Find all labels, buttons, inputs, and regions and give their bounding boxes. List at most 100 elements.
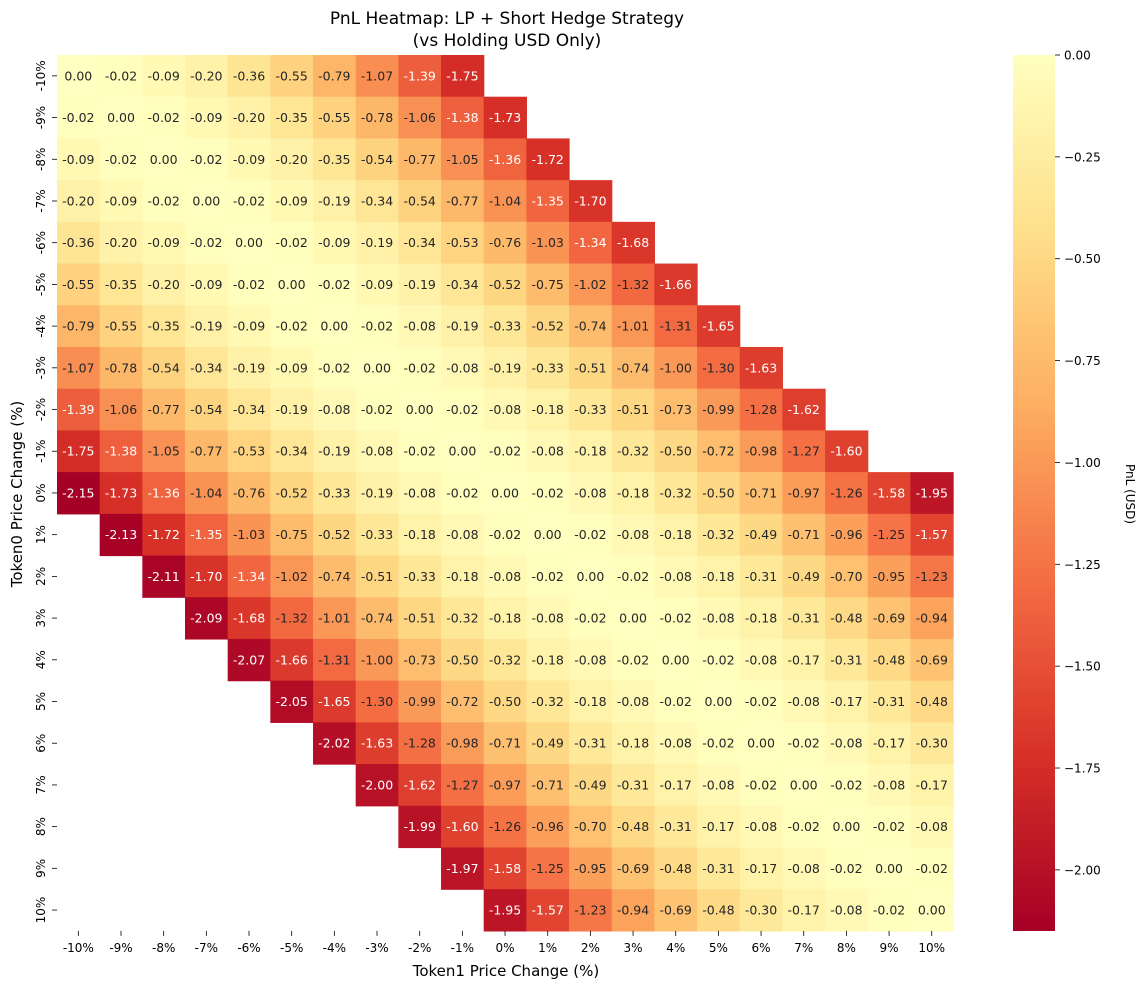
heatmap-cell-label: -0.08 — [574, 485, 606, 500]
colorbar-ticks: 0.00 −0.25 −0.50 −0.75 −1.00 −1.25 −1.50 −1.75 −… — [1055, 49, 1101, 877]
heatmap-cell — [569, 513, 613, 557]
heatmap-cell-label: -0.53 — [233, 444, 265, 459]
heatmap-cell-label: -0.73 — [404, 652, 436, 667]
heatmap-cell-label: -0.09 — [148, 68, 180, 83]
heatmap-cell — [270, 305, 314, 348]
heatmap-cell-label: -0.33 — [361, 527, 393, 542]
heatmap-cell — [227, 305, 271, 348]
heatmap-cell-label: -0.33 — [404, 569, 436, 584]
heatmap-cell — [398, 513, 442, 557]
heatmap-cell — [782, 889, 826, 932]
x-tick-label: -4% — [323, 941, 346, 955]
heatmap-cell-label: -0.18 — [574, 694, 606, 709]
heatmap-cell — [697, 889, 741, 932]
heatmap-cell — [57, 305, 101, 348]
heatmap-cell — [782, 472, 826, 515]
heatmap-cell — [825, 889, 869, 932]
heatmap-cell — [441, 472, 485, 515]
heatmap-cell-label: -0.69 — [617, 861, 649, 876]
x-tick-label: -8% — [152, 941, 175, 955]
heatmap-cell — [483, 722, 527, 765]
heatmap-cell — [697, 597, 741, 640]
heatmap-cell — [526, 889, 570, 932]
heatmap-cell-label: -0.17 — [745, 861, 777, 876]
heatmap-cell — [57, 472, 101, 515]
heatmap-cell-label: -0.74 — [617, 360, 649, 375]
heatmap-cell — [697, 430, 741, 473]
heatmap-cell — [355, 263, 399, 306]
heatmap-cell-label: -0.02 — [660, 611, 692, 626]
heatmap-cell — [654, 847, 698, 890]
heatmap-cell-label: -1.01 — [318, 611, 350, 626]
heatmap-cell-label: -0.35 — [318, 152, 350, 167]
heatmap-cell — [355, 472, 399, 515]
heatmap-cell — [185, 513, 229, 557]
heatmap-cell — [739, 513, 783, 557]
heatmap-cell-label: -1.04 — [489, 193, 521, 208]
heatmap-cell-label: -0.36 — [233, 68, 265, 83]
x-tick-label: -1% — [451, 941, 474, 955]
heatmap-cell-label: -0.09 — [361, 277, 393, 292]
heatmap-cell — [654, 764, 698, 807]
heatmap-cell-label: -1.97 — [446, 861, 478, 876]
heatmap-cell — [611, 722, 655, 765]
y-tick-label: 7% — [34, 775, 48, 794]
heatmap-cell-label: -0.49 — [532, 736, 564, 751]
heatmap-cell-label: -0.77 — [148, 402, 180, 417]
heatmap-cell — [483, 305, 527, 348]
heatmap-cell — [441, 680, 485, 723]
heatmap-cell-label: -1.39 — [62, 402, 94, 417]
heatmap-cell-label: -1.07 — [62, 360, 94, 375]
y-tick-label: -4% — [34, 314, 48, 337]
heatmap-cell — [313, 138, 357, 181]
heatmap-cell — [782, 638, 826, 682]
heatmap-cell — [355, 680, 399, 723]
heatmap-cell — [654, 513, 698, 557]
heatmap-cell-label: -0.02 — [489, 527, 521, 542]
heatmap-cell-label: 0.00 — [320, 319, 348, 334]
heatmap-cell-label: -0.33 — [532, 360, 564, 375]
heatmap-cell — [611, 513, 655, 557]
colorbar — [1013, 55, 1055, 931]
heatmap-cell — [355, 722, 399, 765]
heatmap-cell — [270, 597, 314, 640]
heatmap-cell — [313, 346, 357, 390]
heatmap-cell-label: -0.02 — [830, 861, 862, 876]
heatmap-cell-label: -1.30 — [361, 694, 393, 709]
heatmap-cell — [867, 889, 911, 932]
heatmap-cell — [569, 889, 613, 932]
heatmap-cell — [441, 722, 485, 765]
heatmap-cell — [654, 680, 698, 723]
heatmap-cell — [697, 805, 741, 849]
heatmap-cell-label: -1.75 — [62, 444, 94, 459]
heatmap-cell — [99, 55, 143, 98]
heatmap-cell — [526, 764, 570, 807]
heatmap-cell-label: -0.50 — [446, 652, 478, 667]
heatmap-cell — [526, 180, 570, 223]
heatmap-cell — [142, 346, 186, 390]
heatmap-cell — [483, 472, 527, 515]
heatmap-cell — [313, 555, 357, 598]
heatmap-cell-label: -0.72 — [446, 694, 478, 709]
y-tick-label: -7% — [34, 189, 48, 212]
heatmap-cell — [398, 388, 442, 431]
heatmap-cell-label: -0.19 — [361, 485, 393, 500]
heatmap-cell — [739, 346, 783, 390]
heatmap-cell-label: -1.70 — [190, 569, 222, 584]
heatmap-cell-label: 0.00 — [534, 527, 562, 542]
x-tick-label: -6% — [237, 941, 260, 955]
colorbar-tick-label: −0.25 — [1064, 150, 1101, 164]
heatmap-cell-label: -0.02 — [404, 444, 436, 459]
heatmap-cell — [398, 472, 442, 515]
heatmap-cell-label: -0.51 — [361, 569, 393, 584]
heatmap-cell-label: -0.08 — [788, 861, 820, 876]
heatmap-cell-label: -0.95 — [574, 861, 606, 876]
heatmap-cell-label: -0.17 — [788, 652, 820, 667]
heatmap-cell — [398, 346, 442, 390]
heatmap-cell — [270, 513, 314, 557]
heatmap-cell-label: -1.65 — [318, 694, 350, 709]
heatmap-cell — [483, 96, 527, 140]
heatmap-cell-label: -0.18 — [745, 611, 777, 626]
heatmap-cell — [569, 180, 613, 223]
heatmap-cell-label: 0.00 — [278, 277, 306, 292]
